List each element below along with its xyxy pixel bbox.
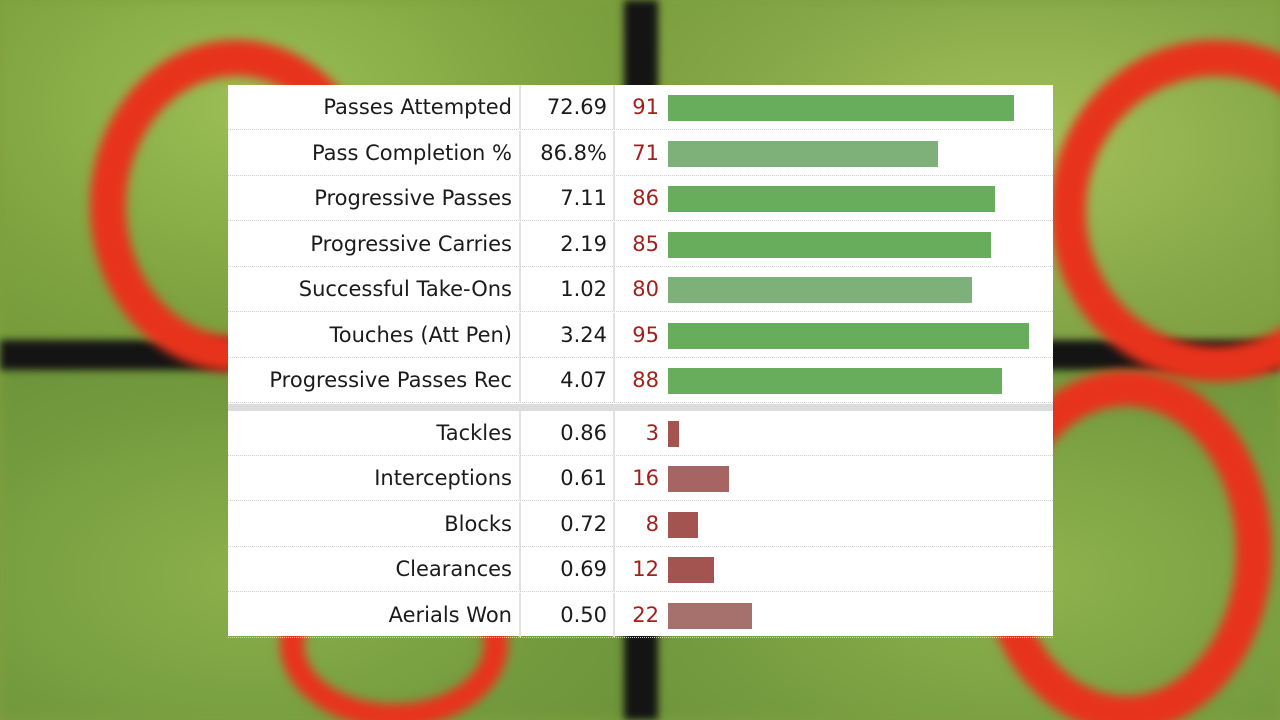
stat-value: 0.72 [560, 512, 607, 536]
stat-row: Passes Attempted 72.69 91 [228, 85, 1053, 130]
percentile-label: 16 [632, 466, 659, 490]
stat-row: Progressive Carries 2.19 85 [228, 222, 1053, 267]
column-divider [613, 502, 615, 546]
column-divider [613, 267, 615, 311]
column-divider [613, 85, 615, 129]
percentile-bar [668, 95, 1014, 121]
stat-label: Tackles [436, 421, 512, 445]
stat-label: Progressive Passes [314, 186, 512, 210]
percentile-label: 91 [632, 95, 659, 119]
percentile-label: 71 [632, 141, 659, 165]
column-divider [613, 131, 615, 175]
percentile-bar [668, 557, 714, 583]
stat-label: Aerials Won [388, 603, 512, 627]
stat-label: Blocks [444, 512, 512, 536]
column-divider [519, 85, 521, 129]
percentile-label: 3 [645, 421, 659, 445]
column-divider [613, 411, 615, 455]
stat-value: 4.07 [560, 368, 607, 392]
stat-value: 1.02 [560, 277, 607, 301]
stat-label: Touches (Att Pen) [329, 323, 512, 347]
stat-value: 7.11 [560, 186, 607, 210]
stat-row: Aerials Won 0.50 22 [228, 593, 1053, 638]
stat-row: Progressive Passes 7.11 86 [228, 176, 1053, 221]
stat-value: 86.8% [540, 141, 607, 165]
stat-label: Passes Attempted [323, 95, 512, 119]
column-divider [613, 547, 615, 591]
stat-row: Successful Take-Ons 1.02 80 [228, 267, 1053, 312]
percentile-bar [668, 232, 991, 258]
stat-label: Interceptions [374, 466, 512, 490]
column-divider [519, 358, 521, 402]
column-divider [613, 456, 615, 500]
stat-label: Pass Completion % [311, 141, 512, 165]
percentile-label: 22 [632, 603, 659, 627]
percentile-bar [668, 466, 729, 492]
stat-row: Progressive Passes Rec 4.07 88 [228, 358, 1053, 403]
group-separator [228, 403, 1053, 411]
percentile-label: 80 [632, 277, 659, 301]
column-divider [519, 267, 521, 311]
column-divider [519, 411, 521, 455]
column-divider [613, 313, 615, 357]
percentile-label: 8 [645, 512, 659, 536]
stat-value: 72.69 [546, 95, 607, 119]
percentile-stats-table: Passes Attempted 72.69 91 Pass Completion %… [228, 85, 1053, 638]
stat-value: 0.69 [560, 557, 607, 581]
stat-row: Tackles 0.86 3 [228, 411, 1053, 456]
stat-label: Successful Take-Ons [298, 277, 512, 301]
stat-value: 3.24 [560, 323, 607, 347]
percentile-bar [668, 512, 698, 538]
column-divider [519, 593, 521, 637]
percentile-bar [668, 368, 1002, 394]
column-divider [613, 358, 615, 402]
column-divider [613, 222, 615, 266]
column-divider [613, 593, 615, 637]
percentile-label: 88 [632, 368, 659, 392]
stat-value: 2.19 [560, 232, 607, 256]
percentile-bar [668, 277, 972, 303]
stat-row: Clearances 0.69 12 [228, 547, 1053, 592]
column-divider [519, 131, 521, 175]
stat-label: Progressive Passes Rec [269, 368, 512, 392]
percentile-bar [668, 603, 752, 629]
stat-row: Touches (Att Pen) 3.24 95 [228, 313, 1053, 358]
stat-label: Clearances [395, 557, 512, 581]
percentile-label: 12 [632, 557, 659, 581]
percentile-label: 95 [632, 323, 659, 347]
stat-row: Pass Completion % 86.8% 71 [228, 131, 1053, 176]
percentile-bar [668, 141, 938, 167]
column-divider [519, 502, 521, 546]
column-divider [519, 313, 521, 357]
stat-row: Blocks 0.72 8 [228, 502, 1053, 547]
column-divider [519, 222, 521, 266]
stat-value: 0.86 [560, 421, 607, 445]
stat-value: 0.61 [560, 466, 607, 490]
column-divider [613, 176, 615, 220]
stat-label: Progressive Carries [310, 232, 512, 256]
percentile-label: 86 [632, 186, 659, 210]
percentile-bar [668, 421, 679, 447]
stat-value: 0.50 [560, 603, 607, 627]
column-divider [519, 547, 521, 591]
column-divider [519, 456, 521, 500]
percentile-label: 85 [632, 232, 659, 256]
percentile-bar [668, 186, 995, 212]
percentile-bar [668, 323, 1029, 349]
column-divider [519, 176, 521, 220]
stat-row: Interceptions 0.61 16 [228, 456, 1053, 501]
